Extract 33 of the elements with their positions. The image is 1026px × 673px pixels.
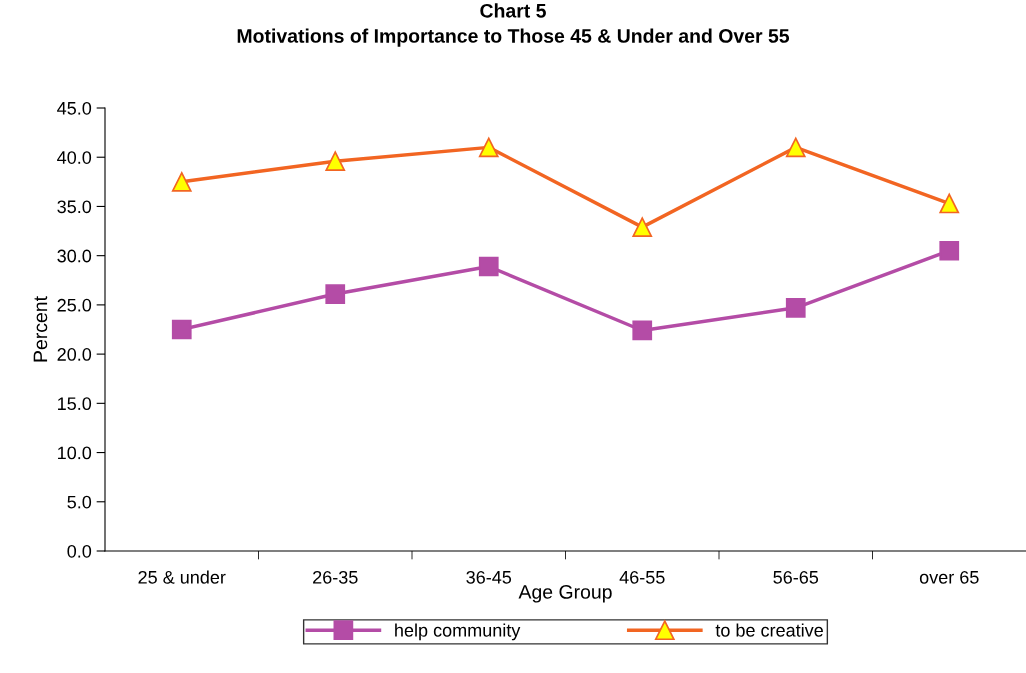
x-tick-label: 26-35 [313,570,358,584]
y-tick-label: 5.0 [67,495,92,509]
point [632,320,653,341]
y-tick-label: 0.0 [67,544,92,558]
x-tick-label: 56-65 [773,570,819,584]
y-tick-label: 35.0 [57,200,92,214]
y-tick-label: 30.0 [57,249,92,263]
y-tick-label: 20.0 [57,348,92,361]
point [478,256,499,277]
y-axis-title: Percent [33,296,48,362]
point [171,319,192,340]
point [939,240,960,261]
y-tick-label: 10.0 [58,446,92,460]
point [171,171,192,192]
chart-title: Chart 5 Motivations of Importance to Those 45 & Under and Over 55 [237,3,790,47]
y-tick-label: 25.0 [57,298,92,312]
point [325,151,346,172]
point [325,284,346,304]
point [939,193,960,214]
legend-label: help community [395,623,521,641]
y-tick-label: 45.0 [57,101,92,115]
x-tick-label: 25 & under [138,570,226,584]
legend-label: to be creative [715,623,823,637]
point [785,137,806,158]
y-tick-label: 40.0 [57,151,92,164]
point [785,297,806,318]
x-tick-label: 36-45 [466,570,512,584]
point [632,217,653,237]
x-tick-label: over 65 [919,570,979,584]
point [478,137,499,158]
y-tick-label: 15.0 [58,397,92,411]
x-axis-title: Age Group [518,585,612,603]
x-tick-label: 46-55 [619,570,665,584]
